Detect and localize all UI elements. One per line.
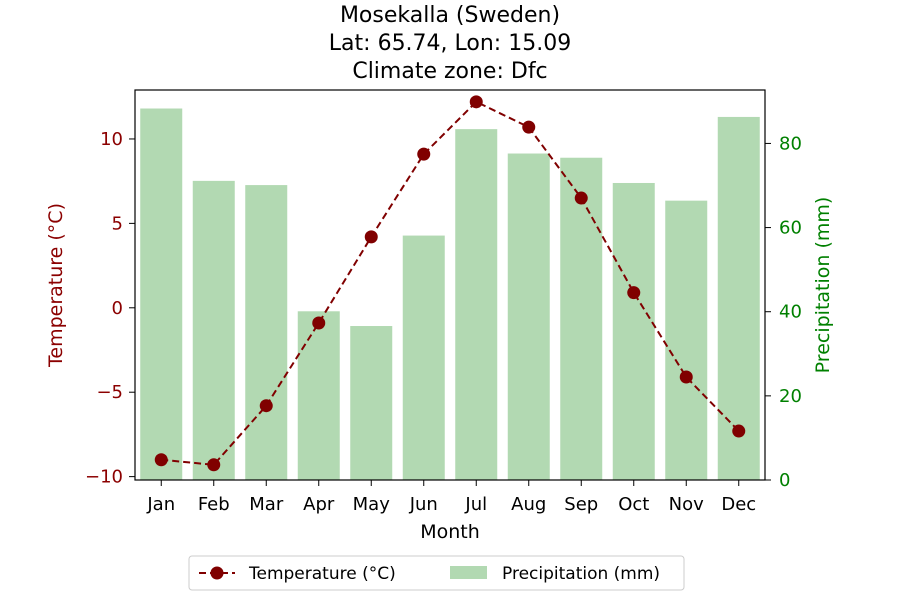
right-tick-label: 0 xyxy=(779,470,790,491)
x-axis-label: Month xyxy=(420,521,480,543)
plot-frame xyxy=(134,89,766,481)
precipitation-bar xyxy=(507,153,550,480)
x-tick-label: Sep xyxy=(564,494,598,515)
legend: Temperature (°C) Precipitation (mm) xyxy=(188,555,685,591)
temperature-point xyxy=(679,370,693,384)
left-tick-label: 0 xyxy=(112,298,123,319)
temperature-point xyxy=(627,286,641,300)
precipitation-bar xyxy=(245,185,288,480)
temperature-point xyxy=(207,458,221,472)
chart-title: Mosekalla (Sweden) Lat: 65.74, Lon: 15.0… xyxy=(329,3,571,84)
legend-temperature-marker-swatch xyxy=(210,566,224,580)
legend-precipitation-label: Precipitation (mm) xyxy=(502,564,660,584)
right-tick-label: 20 xyxy=(779,386,802,407)
precipitation-bar xyxy=(717,116,760,480)
temperature-point xyxy=(574,191,588,205)
right-tick-label: 80 xyxy=(779,133,802,154)
precipitation-bar xyxy=(192,180,235,480)
precipitation-bar xyxy=(612,182,655,480)
precipitation-bar xyxy=(665,200,708,480)
left-y-axis-label: Temperature (°C) xyxy=(45,203,67,368)
temperature-point xyxy=(154,453,168,467)
chart-title-line-2: Lat: 65.74, Lon: 15.09 xyxy=(329,31,571,56)
x-axis: Jan Feb Mar Apr May Jun Jul Aug Sep Oct Nov Dec xyxy=(146,480,756,515)
temperature-point xyxy=(732,424,746,438)
precipitation-bar xyxy=(140,108,183,481)
x-tick-label: Jun xyxy=(409,494,438,515)
right-tick-label: 40 xyxy=(779,302,802,323)
temperature-point xyxy=(364,230,378,244)
x-tick-label: Jul xyxy=(464,494,487,515)
legend-frame xyxy=(188,555,685,591)
x-tick-label: Nov xyxy=(669,494,704,515)
right-y-axis-label: Precipitation (mm) xyxy=(812,197,834,374)
right-y-axis: 0 20 40 60 80 xyxy=(765,133,802,491)
left-tick-label: 10 xyxy=(100,129,123,150)
x-tick-label: May xyxy=(353,494,391,515)
precipitation-bar xyxy=(560,157,603,481)
temperature-point xyxy=(259,399,273,413)
x-tick-label: Jan xyxy=(146,494,175,515)
legend-temperature-label: Temperature (°C) xyxy=(248,564,396,584)
temperature-point xyxy=(417,147,431,161)
temperature-point xyxy=(469,95,483,109)
temperature-series-line xyxy=(161,100,740,466)
left-y-axis: −10 −5 0 5 10 xyxy=(85,129,135,488)
left-tick-label: −10 xyxy=(85,467,123,488)
left-tick-label: 5 xyxy=(112,213,123,234)
precipitation-bar xyxy=(455,129,498,480)
x-tick-label: Dec xyxy=(721,494,756,515)
right-tick-label: 60 xyxy=(779,218,802,239)
temperature-point xyxy=(522,120,536,134)
chart-title-line-1: Mosekalla (Sweden) xyxy=(340,3,560,28)
x-tick-label: Feb xyxy=(198,494,230,515)
precipitation-bar xyxy=(350,326,393,480)
x-tick-label: Mar xyxy=(249,494,284,515)
precipitation-bar xyxy=(402,235,445,480)
precipitation-bar xyxy=(297,311,340,480)
precipitation-bars xyxy=(140,108,760,481)
x-tick-label: Aug xyxy=(511,494,546,515)
left-tick-label: −5 xyxy=(96,382,123,403)
legend-precipitation-swatch xyxy=(450,566,487,579)
temperature-point xyxy=(312,316,326,330)
chart-title-line-3: Climate zone: Dfc xyxy=(352,59,547,84)
temperature-line xyxy=(154,95,746,472)
x-tick-label: Oct xyxy=(618,494,649,515)
x-tick-label: Apr xyxy=(303,494,335,515)
